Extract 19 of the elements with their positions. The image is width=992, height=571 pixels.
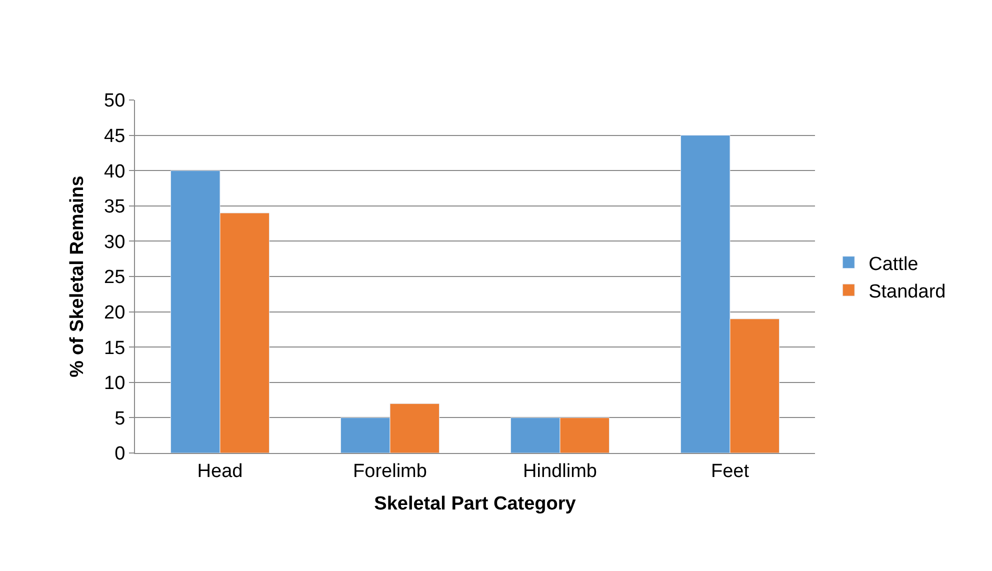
x-tick-label: Forelimb (353, 460, 427, 482)
y-tick-label: 40 (104, 161, 126, 182)
y-tick-label: 35 (104, 196, 126, 218)
y-tick-label: 50 (104, 90, 126, 112)
y-tick-label: 15 (104, 338, 126, 359)
x-axis-title: Skeletal Part Category (374, 494, 576, 515)
x-tick-label: Head (197, 460, 243, 482)
x-tick-label: Hindlimb (523, 460, 597, 482)
legend-label: Standard (868, 281, 946, 302)
y-tick-label: 45 (104, 126, 126, 147)
y-tick-label: 10 (104, 373, 126, 394)
y-tick-label: 25 (104, 267, 126, 288)
y-tick-label: 0 (114, 444, 126, 465)
y-tick-label: 5 (114, 408, 126, 430)
y-axis-title: % of Skeletal Remains (66, 176, 88, 378)
y-tick-label: 20 (104, 302, 126, 324)
x-tick-label: Feet (710, 460, 750, 482)
legend-label: Cattle (868, 254, 918, 275)
y-tick-label: 30 (104, 232, 126, 253)
